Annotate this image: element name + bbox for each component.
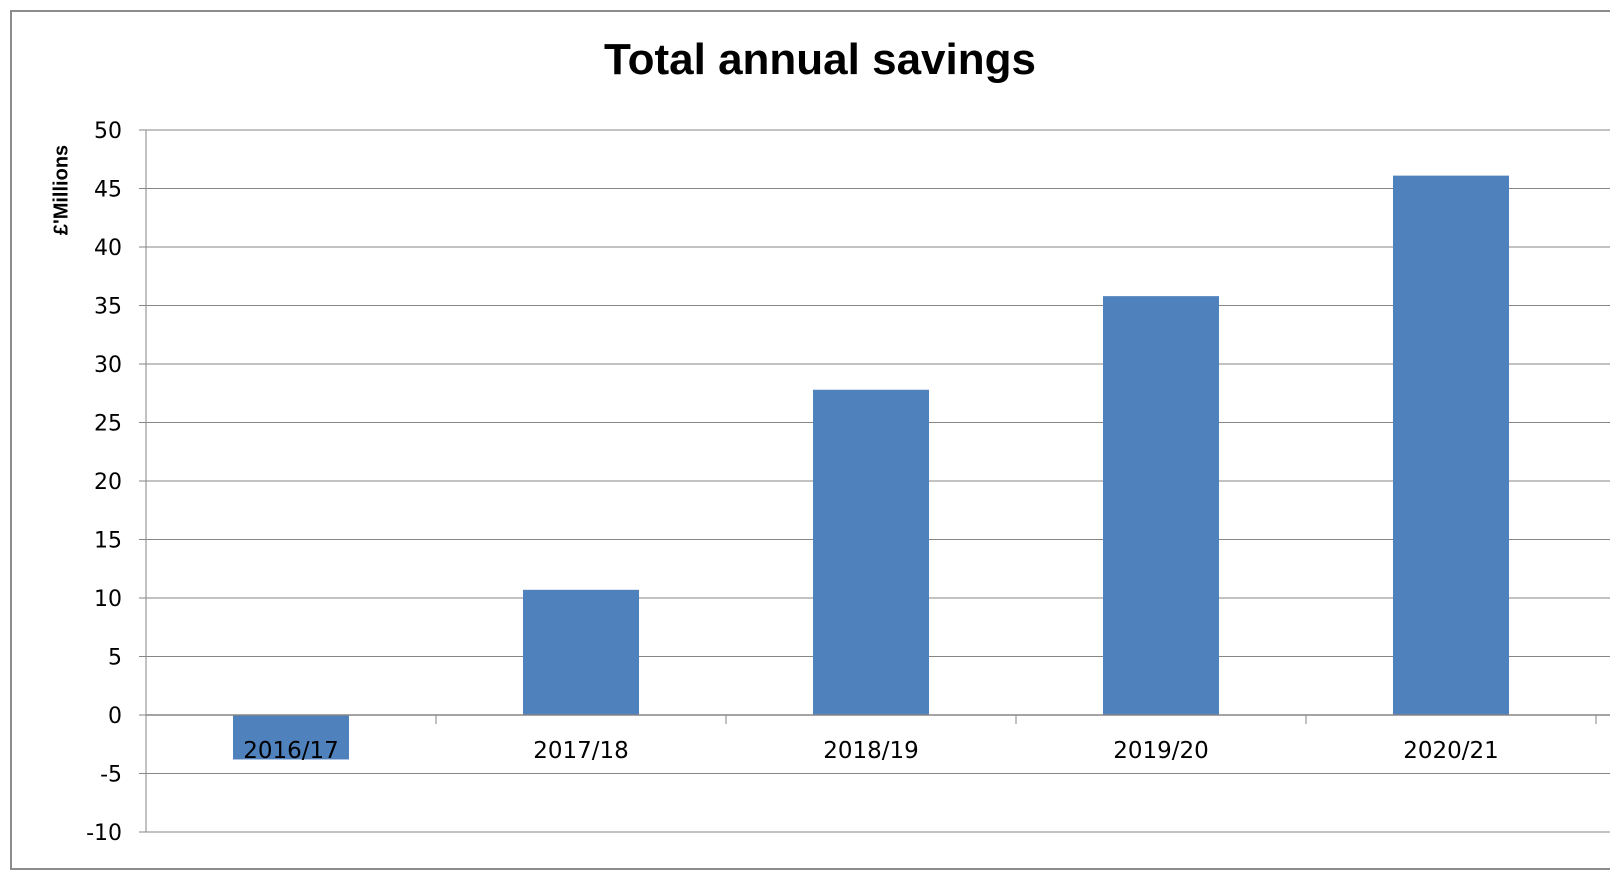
bar-2018-19 bbox=[813, 389, 929, 715]
y-tick-label: 10 bbox=[94, 587, 122, 612]
x-tick-label: 2017/18 bbox=[533, 738, 629, 764]
y-tick-label: 15 bbox=[94, 529, 122, 554]
axes bbox=[139, 129, 1610, 833]
x-tick-label: 2020/21 bbox=[1403, 738, 1499, 764]
y-tick-label: 40 bbox=[94, 236, 122, 261]
bar-2019-20 bbox=[1103, 296, 1219, 715]
x-tick-label: 2018/19 bbox=[823, 738, 919, 764]
chart-title: Total annual savings bbox=[604, 35, 1036, 84]
y-tick-label: 20 bbox=[94, 470, 122, 495]
y-tick-label: 5 bbox=[108, 646, 122, 671]
x-tick-label: 2019/20 bbox=[1113, 738, 1209, 764]
y-tick-label: 35 bbox=[94, 295, 122, 320]
bar-2016-17 bbox=[233, 715, 349, 760]
y-tick-label: -10 bbox=[86, 821, 122, 846]
x-tick-label: 2016/17 bbox=[243, 738, 339, 764]
tick-labels: -10 -5 0 5 10 15 20 25 30 35 40 45 50 2016/17 2017/18 2… bbox=[86, 119, 1499, 846]
bars bbox=[233, 175, 1509, 760]
y-tick-label: 0 bbox=[108, 704, 122, 729]
y-tick-label: 45 bbox=[94, 178, 122, 203]
bar-2020-21 bbox=[1393, 175, 1509, 715]
y-tick-label: -5 bbox=[100, 763, 122, 788]
y-tick-label: 30 bbox=[94, 353, 122, 378]
bar-2017-18 bbox=[523, 589, 639, 715]
y-tick-label: 50 bbox=[94, 119, 122, 144]
y-tick-label: 25 bbox=[94, 412, 122, 437]
